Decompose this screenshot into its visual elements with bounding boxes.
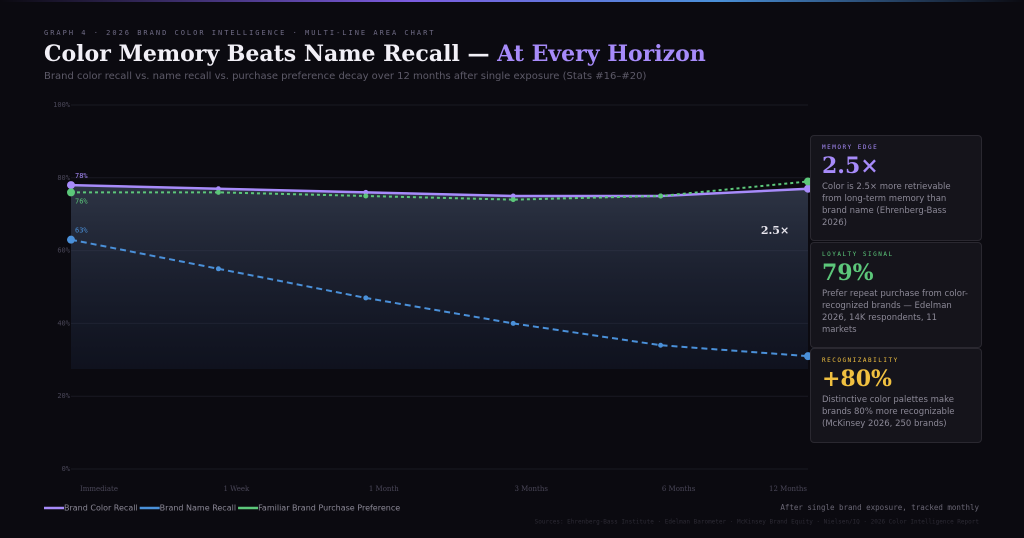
title-main: Color Memory Beats Name Recall — (44, 41, 498, 67)
series-line (70, 238, 809, 358)
point (363, 193, 369, 199)
point (510, 197, 516, 203)
card-label: MEMORY EDGE (822, 144, 879, 151)
point (510, 193, 516, 199)
point (510, 320, 516, 326)
point (215, 189, 221, 195)
point (658, 342, 664, 348)
point (67, 235, 75, 244)
area (71, 185, 808, 369)
y-tick-label: 60% (57, 247, 70, 255)
stat-card: RECOGNIZABILITY +80% Distinctive color pal… (810, 348, 982, 443)
x-tick-label: 12 Months (769, 485, 807, 493)
annotation: 2.5× (761, 224, 789, 237)
y-tick-label: 100% (53, 101, 71, 109)
card-value: 2.5× (822, 153, 879, 179)
note: After single brand exposure, tracked mon… (780, 503, 979, 512)
y-tick-label: 0% (62, 465, 71, 473)
y-tick-label: 80% (57, 174, 70, 182)
x-tick-label: 3 Months (514, 485, 548, 493)
x-tick-label: 1 Month (369, 485, 399, 493)
data-label: 78% (75, 172, 88, 180)
point (363, 295, 369, 301)
y-tick-label: 40% (57, 319, 70, 327)
card-text: Color is 2.5× more retrievable from long… (822, 182, 951, 228)
sources: Sources: Ehrenberg-Bass Institute · Edel… (535, 519, 980, 526)
card-text: Prefer repeat purchase from color-recogn… (822, 289, 968, 335)
data-label: 76% (75, 197, 88, 205)
x-tick-label: 1 Week (223, 485, 250, 493)
point (215, 266, 221, 272)
point (67, 188, 75, 197)
x-tick-label: Immediate (80, 485, 118, 493)
point (658, 193, 664, 199)
legend-label: Brand Name Recall (160, 504, 236, 513)
point (67, 181, 75, 190)
x-tick-label: 6 Months (662, 485, 696, 493)
subtitle: Brand color recall vs. name recall vs. p… (44, 71, 647, 82)
series-line (71, 180, 809, 201)
stat-card: MEMORY EDGE 2.5× Color is 2.5× more retrie… (810, 135, 982, 241)
card-label: RECOGNIZABILITY (822, 357, 899, 364)
legend-label: Brand Color Recall (64, 504, 138, 513)
stat-card: LOYALTY SIGNAL 79% Prefer repeat purchase … (810, 242, 982, 348)
data-label: 63% (75, 227, 88, 235)
series-line (70, 183, 809, 198)
title: Color Memory Beats Name Recall — At Ever… (44, 41, 706, 67)
title-highlight: At Every Horizon (497, 41, 706, 67)
card-value: 79% (822, 260, 874, 286)
card-label: LOYALTY SIGNAL (822, 251, 894, 258)
kicker: GRAPH 4 · 2026 BRAND COLOR INTELLIGENCE … (44, 29, 436, 37)
card-value: +80% (822, 366, 892, 392)
card-text: Distinctive color palettes make brands 8… (822, 395, 955, 429)
legend-label: Familiar Brand Purchase Preference (258, 504, 400, 513)
point (363, 189, 369, 195)
top-accent (0, 0, 1024, 2)
point (215, 186, 221, 192)
y-tick-label: 20% (57, 392, 70, 400)
